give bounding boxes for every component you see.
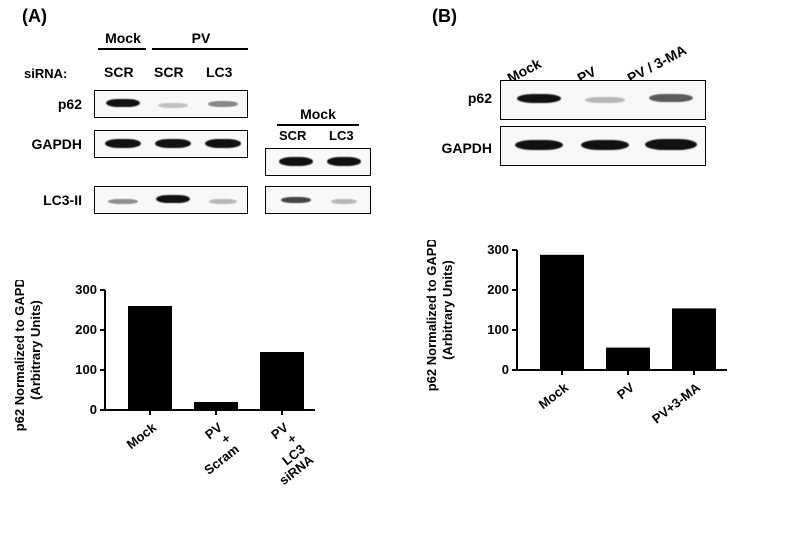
svg-text:0: 0: [90, 402, 97, 417]
panel-a-header: Mock PV siRNA: SCR SCR LC3: [94, 30, 390, 86]
blot-a-gapdh: [94, 130, 248, 158]
row-gapdh-label: GAPDH: [20, 136, 82, 152]
svg-text:200: 200: [487, 282, 509, 297]
lane-a-2: SCR: [154, 64, 184, 80]
svg-text:(Arbitrary Units): (Arbitrary Units): [440, 260, 455, 360]
group-pv-label: PV: [156, 30, 246, 46]
sub-mock-underline: [277, 124, 359, 126]
blot-b-gapdh: [500, 126, 706, 166]
row-p62-label: p62: [20, 96, 82, 112]
blot-a-sub-lc3: [265, 186, 371, 214]
svg-text:p62 Normalized to GAPDH: p62 Normalized to GAPDH: [12, 280, 27, 431]
svg-text:300: 300: [75, 282, 97, 297]
row-b-p62-label: p62: [432, 90, 492, 106]
chart-b: p62 Normalized to GAPDH(Arbitrary Units)…: [422, 240, 762, 455]
chart-a: p62 Normalized to GAPDH(Arbitrary Units)…: [10, 280, 370, 515]
svg-text:100: 100: [75, 362, 97, 377]
sub-mock-title: Mock: [265, 106, 371, 122]
blot-a-sub-gapdh: [265, 148, 371, 176]
svg-text:PV+3-MA: PV+3-MA: [649, 379, 703, 426]
group-mock-label: Mock: [98, 30, 148, 46]
svg-text:PV: PV: [614, 380, 637, 403]
svg-text:300: 300: [487, 242, 509, 257]
panel-b-header: Mock PV PV / 3-MA: [432, 30, 762, 80]
group-pv-underline: [152, 48, 248, 50]
row-lc3ii-label: LC3-II: [20, 192, 82, 208]
panel-a: Mock PV siRNA: SCR SCR LC3 p62 GAPDH Moc…: [20, 30, 390, 226]
svg-text:Mock: Mock: [536, 379, 572, 412]
chart-a-svg: p62 Normalized to GAPDH(Arbitrary Units)…: [10, 280, 370, 515]
svg-text:PV+Scram: PV+Scram: [184, 420, 242, 478]
blot-a-p62: [94, 90, 248, 118]
panel-b: Mock PV PV / 3-MA p62 GAPDH p62 Normaliz…: [432, 30, 762, 172]
sub-lane-1: SCR: [279, 128, 306, 143]
svg-text:100: 100: [487, 322, 509, 337]
row-b-gapdh-label: GAPDH: [432, 140, 492, 156]
sub-lane-2: LC3: [329, 128, 354, 143]
lane-a-1: SCR: [104, 64, 134, 80]
svg-text:0: 0: [502, 362, 509, 377]
blot-b-p62: [500, 80, 706, 120]
blot-a-lc3: [94, 186, 248, 214]
sirna-label: siRNA:: [24, 66, 67, 81]
panel-b-label: (B): [432, 6, 457, 27]
svg-text:PV+LC3siRNA: PV+LC3siRNA: [251, 419, 317, 487]
chart-b-svg: p62 Normalized to GAPDH(Arbitrary Units)…: [422, 240, 762, 455]
group-mock-underline: [98, 48, 146, 50]
svg-text:Mock: Mock: [124, 419, 160, 452]
svg-text:200: 200: [75, 322, 97, 337]
lane-a-3: LC3: [206, 64, 232, 80]
svg-text:(Arbitrary Units): (Arbitrary Units): [28, 300, 43, 400]
panel-a-label: (A): [22, 6, 47, 27]
svg-text:p62 Normalized to GAPDH: p62 Normalized to GAPDH: [424, 240, 439, 391]
